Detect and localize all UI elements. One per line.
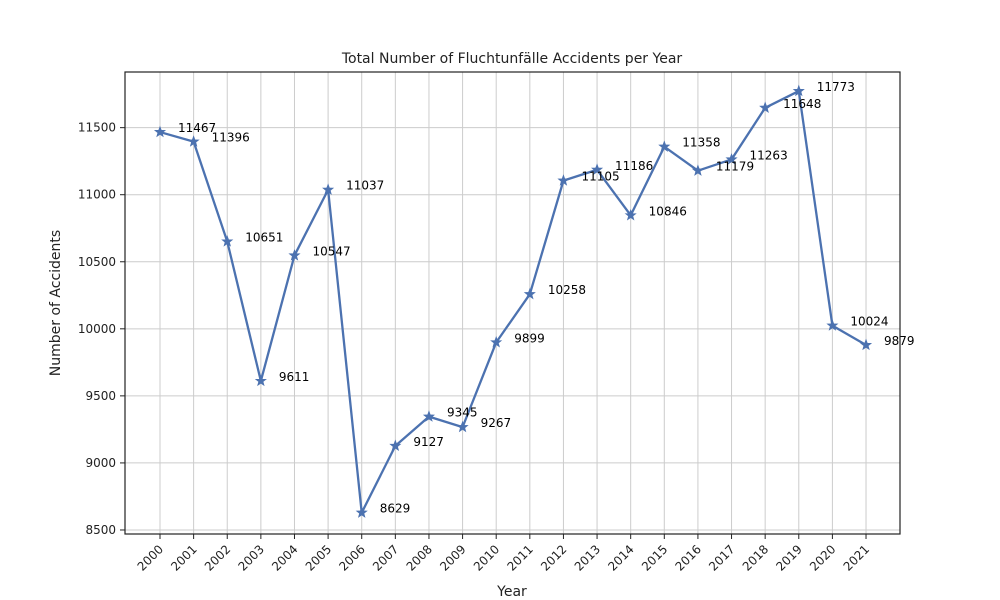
grid [125, 72, 900, 534]
data-label: 9899 [514, 331, 545, 345]
data-label: 11648 [783, 97, 821, 111]
data-label: 11186 [615, 159, 653, 173]
data-label: 11396 [212, 131, 250, 145]
x-tick-label: 2002 [202, 542, 233, 573]
data-point-marker [759, 101, 772, 113]
data-point-marker [490, 335, 503, 348]
x-tick-label: 2000 [135, 542, 166, 573]
y-tick-label: 10000 [78, 322, 116, 336]
data-label: 11358 [682, 136, 720, 150]
data-point-marker [456, 420, 469, 433]
data-point-marker [153, 125, 167, 138]
x-tick-label: 2003 [235, 542, 266, 573]
x-tick-label: 2017 [706, 542, 737, 573]
data-point-marker [826, 319, 839, 331]
x-tick-label: 2001 [168, 542, 199, 573]
data-point-marker [389, 439, 402, 452]
data-point-marker [725, 153, 738, 165]
data-label: 9345 [447, 406, 478, 420]
x-tick-label: 2012 [538, 542, 569, 573]
data-point-marker [288, 249, 301, 261]
data-point-marker [859, 338, 873, 351]
data-label: 10024 [850, 315, 888, 329]
x-axis: 2000 2001 2002 2003 2004 2005 2006 2007 2008 2009… [135, 534, 872, 574]
data-label: 11467 [178, 121, 216, 135]
y-tick-label: 11500 [78, 121, 116, 135]
data-point-marker [691, 164, 704, 176]
x-tick-label: 2011 [504, 542, 535, 573]
x-tick-label: 2016 [673, 542, 704, 573]
data-point-marker [254, 374, 267, 387]
data-point-marker [187, 135, 200, 147]
data-label: 11179 [716, 160, 754, 174]
x-tick-label: 2004 [269, 542, 300, 573]
x-tick-label: 2020 [807, 542, 838, 573]
x-axis-title: Year [496, 584, 527, 600]
data-label: 9611 [279, 370, 310, 384]
x-tick-label: 2006 [336, 542, 367, 573]
data-point-marker [557, 174, 570, 186]
data-point-marker [624, 208, 637, 221]
y-tick-label: 10500 [78, 255, 116, 269]
x-tick-label: 2005 [303, 542, 334, 573]
y-tick-label: 8500 [85, 523, 116, 537]
x-tick-label: 2018 [740, 542, 771, 573]
data-label: 11105 [581, 170, 619, 184]
data-label: 9127 [413, 435, 444, 449]
data-point-marker [322, 183, 335, 195]
data-point-marker [658, 140, 671, 152]
data-label: 11037 [346, 179, 384, 193]
y-axis-title: Number of Accidents [48, 230, 64, 376]
x-tick-label: 2021 [841, 542, 872, 573]
data-label: 10258 [548, 283, 586, 297]
series-layer [153, 84, 873, 518]
data-label: 9267 [481, 416, 512, 430]
x-tick-label: 2013 [572, 542, 603, 573]
x-tick-label: 2008 [404, 542, 435, 573]
x-tick-label: 2019 [773, 542, 804, 573]
data-point-marker [221, 235, 234, 247]
data-point-marker [792, 84, 805, 97]
plot-frame [124, 71, 901, 535]
y-tick-label: 9500 [85, 389, 116, 403]
data-label: 10651 [245, 231, 283, 245]
series-line [159, 89, 867, 514]
data-label: 9879 [884, 334, 915, 348]
x-tick-label: 2015 [639, 542, 670, 573]
y-tick-label: 11000 [78, 188, 116, 202]
data-label: 10547 [312, 244, 350, 258]
data-label: 8629 [380, 502, 411, 516]
x-tick-label: 2014 [605, 542, 636, 573]
data-point-marker [591, 163, 604, 175]
x-tick-label: 2007 [370, 542, 401, 573]
data-label: 11263 [750, 148, 788, 162]
data-label: 11773 [817, 80, 855, 94]
y-axis: 8500 9000 9500 10000 10500 11000 11500 [78, 121, 125, 537]
x-tick-label: 2009 [437, 542, 468, 573]
y-tick-label: 9000 [85, 456, 116, 470]
data-point-marker [422, 410, 436, 422]
chart-title: Total Number of Fluchtunfälle Accidents … [341, 51, 683, 67]
x-tick-label: 2010 [471, 542, 502, 573]
data-point-marker [523, 287, 536, 300]
data-point-marker [355, 506, 368, 518]
data-label: 10846 [649, 204, 687, 218]
